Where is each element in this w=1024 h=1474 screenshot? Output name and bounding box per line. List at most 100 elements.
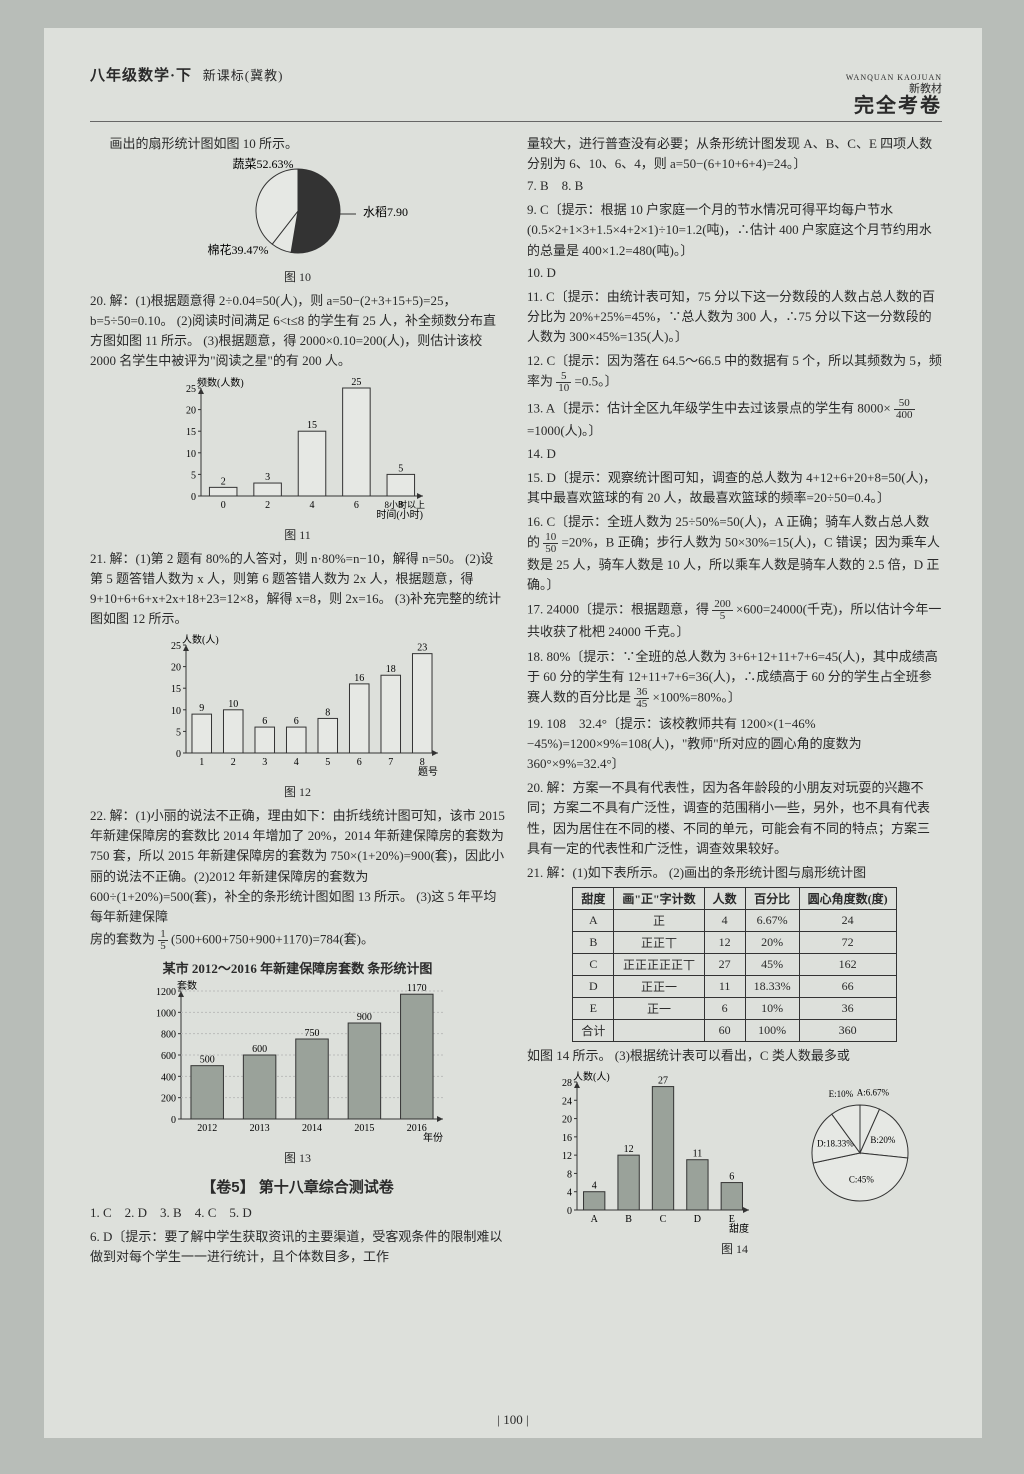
question-19: 19. 108 32.4°〔提示：该校教师共有 1200×(1−46%−45%)… [527, 714, 942, 774]
svg-text:0: 0 [176, 749, 181, 760]
question-15: 15. D〔提示：观察统计图可知，调查的总人数为 4+12+6+20+8=50(… [527, 468, 942, 508]
svg-text:1170: 1170 [406, 983, 426, 994]
figure-14-row: 04812162024284A12B27C11D6E人数(人)甜度 A:6.67… [527, 1068, 942, 1238]
svg-text:25: 25 [351, 377, 361, 388]
q16-fraction: 1050 [543, 532, 558, 555]
question-22b: 房的套数为 15 (500+600+750+900+1170)=784(套)。 [90, 929, 505, 952]
svg-text:750: 750 [304, 1028, 319, 1039]
figure-11-histogram: 05101520252032154256588小时以上频数(人数)时间(小时) [163, 374, 433, 524]
table-21: 甜度画"正"字计数人数百分比圆心角度数(度)A正46.67%24B正正丅1220… [572, 887, 896, 1042]
svg-text:4: 4 [293, 757, 298, 768]
q17-fraction: 2005 [712, 599, 733, 622]
svg-text:10: 10 [228, 699, 238, 710]
svg-text:B: B [626, 1214, 633, 1225]
question-11: 11. C〔提示：由统计表可知，75 分以下这一分数段的人数占总人数的百分比为 … [527, 287, 942, 347]
svg-text:5: 5 [191, 470, 196, 481]
svg-text:15: 15 [171, 684, 181, 695]
svg-text:16: 16 [354, 673, 364, 684]
answers-7-8: 7. B 8. B [527, 176, 942, 196]
q6-continuation: 量较大，进行普查没有必要；从条形统计图发现 A、B、C、E 四项人数分别为 6、… [527, 134, 942, 174]
brand-big: 完全考卷 [846, 95, 942, 117]
q18-fraction: 3645 [634, 687, 649, 710]
subtitle-label: 新课标(冀教) [203, 68, 284, 83]
answers-1-5: 1. C 2. D 3. B 4. C 5. D [90, 1203, 505, 1223]
svg-text:2: 2 [230, 757, 235, 768]
svg-text:900: 900 [356, 1012, 371, 1023]
svg-text:B:20%: B:20% [870, 1135, 896, 1145]
svg-text:6: 6 [730, 1172, 735, 1183]
question-17: 17. 24000〔提示：根据题意，得 2005 ×600=24000(千克)，… [527, 599, 942, 642]
svg-text:A:6.67%: A:6.67% [857, 1087, 890, 1097]
svg-text:25: 25 [186, 384, 196, 395]
svg-text:4: 4 [592, 1181, 597, 1192]
header-title: 八年级数学·下 新课标(冀教) [90, 64, 283, 85]
svg-text:3: 3 [262, 757, 267, 768]
svg-text:题号: 题号 [418, 766, 438, 778]
svg-text:D: D [694, 1214, 701, 1225]
page-number: | 100 | [44, 1412, 982, 1428]
question-9: 9. C〔提示：根据 10 户家庭一个月的节水情况可得平均每户节水 (0.5×2… [527, 200, 942, 260]
figure-13-caption: 图 13 [90, 1149, 505, 1166]
figure-12-histogram: 051015202591102636485166187238人数(人)题号 [148, 631, 448, 781]
table-row: B正正丅1220%72 [573, 931, 896, 953]
svg-text:2015: 2015 [354, 1123, 374, 1134]
svg-text:E:10%: E:10% [828, 1089, 853, 1099]
q22b-prefix: 房的套数为 [90, 931, 155, 946]
svg-text:6: 6 [356, 757, 361, 768]
svg-text:500: 500 [199, 1055, 214, 1066]
svg-text:2: 2 [220, 476, 225, 487]
svg-text:15: 15 [307, 420, 317, 431]
svg-text:0: 0 [567, 1206, 572, 1217]
right-column: 量较大，进行普查没有必要；从条形统计图发现 A、B、C、E 四项人数分别为 6、… [527, 132, 942, 1270]
svg-text:18: 18 [385, 664, 395, 675]
svg-text:8: 8 [567, 1170, 572, 1181]
svg-text:1200: 1200 [156, 987, 176, 998]
question-12: 12. C〔提示：因为落在 64.5～66.5 中的数据有 5 个，所以其频数为… [527, 351, 942, 394]
svg-text:6: 6 [293, 716, 298, 727]
table-header: 甜度 [573, 887, 614, 909]
svg-text:水稻7.90%: 水稻7.90% [363, 205, 408, 219]
table-row: A正46.67%24 [573, 909, 896, 931]
svg-text:20: 20 [171, 663, 181, 674]
svg-text:15: 15 [186, 427, 196, 438]
svg-text:频数(人数): 频数(人数) [197, 376, 244, 389]
question-13: 13. A〔提示：估计全区九年级学生中去过该景点的学生有 8000× 50400… [527, 398, 942, 441]
figure-14-pie: A:6.67% B:20% C:45% D:18.33% E:10% [790, 1083, 930, 1223]
svg-text:2012: 2012 [197, 1123, 217, 1134]
svg-text:D:18.33%: D:18.33% [817, 1139, 854, 1149]
svg-text:0: 0 [171, 1115, 176, 1126]
svg-text:600: 600 [161, 1051, 176, 1062]
left-column: 画出的扇形统计图如图 10 所示。 蔬菜52.63%水稻7.90%棉花39.47… [90, 132, 505, 1270]
svg-text:200: 200 [161, 1094, 176, 1105]
svg-text:16: 16 [562, 1133, 572, 1144]
svg-text:1000: 1000 [156, 1008, 176, 1019]
svg-text:甜度: 甜度 [729, 1222, 749, 1235]
svg-text:5: 5 [176, 728, 181, 739]
svg-text:2014: 2014 [302, 1123, 322, 1134]
svg-text:600: 600 [252, 1044, 267, 1055]
figure-13-barchart: 0200400600800100012005002012600201375020… [143, 977, 453, 1147]
svg-text:C:45%: C:45% [849, 1174, 875, 1184]
svg-text:2: 2 [265, 500, 270, 511]
question-20: 20. 解：(1)根据题意得 2÷0.04=50(人)，则 a=50−(2+3+… [90, 291, 505, 372]
figure-11-caption: 图 11 [90, 526, 505, 543]
svg-text:24: 24 [562, 1096, 572, 1107]
answer-14: 14. D [527, 444, 942, 464]
svg-text:棉花39.47%: 棉花39.47% [207, 242, 268, 257]
svg-text:4: 4 [567, 1188, 572, 1199]
svg-text:A: A [591, 1214, 599, 1225]
svg-text:0: 0 [191, 492, 196, 503]
figure-12-caption: 图 12 [90, 783, 505, 800]
after-table-text: 如图 14 所示。 (3)根据统计表可以看出，C 类人数最多或 [527, 1046, 942, 1066]
section-5-title: 【卷5】 第十八章综合测试卷 [90, 1176, 505, 1197]
q22b-fraction: 15 [158, 929, 168, 952]
svg-text:5: 5 [398, 463, 403, 474]
page-header: 八年级数学·下 新课标(冀教) WANQUAN KAOJUAN 新教材 完全考卷 [90, 64, 942, 122]
svg-text:1: 1 [199, 757, 204, 768]
svg-text:9: 9 [199, 703, 204, 714]
table-header: 圆心角度数(度) [799, 887, 896, 909]
svg-text:11: 11 [693, 1149, 703, 1160]
svg-text:7: 7 [388, 757, 393, 768]
svg-text:套数: 套数 [177, 979, 197, 992]
question-20r: 20. 解：方案一不具有代表性，因为各年龄段的小朋友对玩耍的兴趣不同；方案二不具… [527, 778, 942, 859]
